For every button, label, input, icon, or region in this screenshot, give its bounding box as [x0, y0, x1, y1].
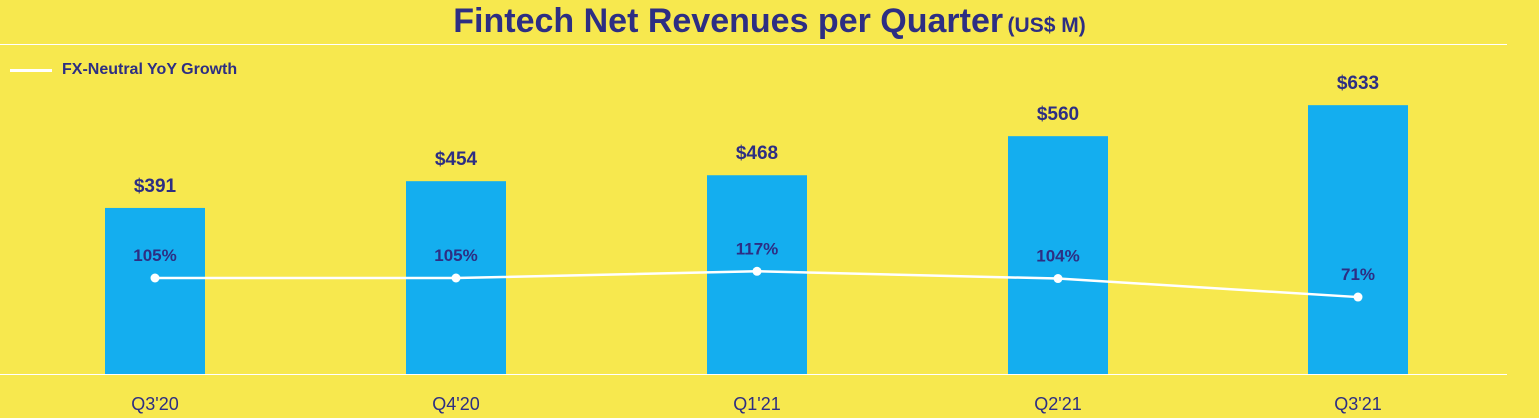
- growth-point-1: [451, 273, 461, 283]
- growth-label-1: 105%: [434, 246, 477, 265]
- chart-title: Fintech Net Revenues per Quarter (US$ M): [0, 2, 1539, 41]
- legend-label: FX-Neutral YoY Growth: [62, 61, 238, 78]
- top-divider: [0, 44, 1507, 45]
- bar-0: [105, 207, 205, 374]
- x-tick-label-0: Q3'20: [131, 394, 178, 414]
- bar-value-label-4: $633: [1337, 73, 1379, 94]
- x-tick-label-4: Q3'21: [1334, 394, 1381, 414]
- bar-value-label-3: $560: [1037, 104, 1079, 125]
- x-tick-label-3: Q2'21: [1034, 394, 1081, 414]
- growth-label-3: 104%: [1036, 247, 1079, 266]
- legend-line-swatch: [10, 68, 52, 72]
- growth-label-4: 71%: [1341, 265, 1375, 284]
- chart-title-main: Fintech Net Revenues per Quarter: [453, 2, 1004, 40]
- bar-4: [1308, 105, 1408, 374]
- legend: FX-Neutral YoY Growth: [10, 60, 237, 80]
- bar-value-label-2: $468: [736, 143, 778, 164]
- growth-label-2: 117%: [736, 239, 779, 258]
- growth-point-0: [150, 273, 160, 283]
- growth-label-0: 105%: [133, 246, 176, 265]
- x-tick-label-2: Q1'21: [733, 394, 780, 414]
- bar-value-label-0: $391: [134, 176, 177, 197]
- baseline-divider: [0, 374, 1507, 375]
- chart-title-unit: (US$ M): [1007, 14, 1086, 37]
- growth-point-4: [1353, 292, 1363, 302]
- growth-point-2: [752, 266, 762, 276]
- x-tick-label-1: Q4'20: [432, 394, 479, 414]
- growth-point-3: [1053, 274, 1063, 284]
- bar-value-label-1: $454: [435, 149, 478, 170]
- bar-3: [1008, 136, 1108, 374]
